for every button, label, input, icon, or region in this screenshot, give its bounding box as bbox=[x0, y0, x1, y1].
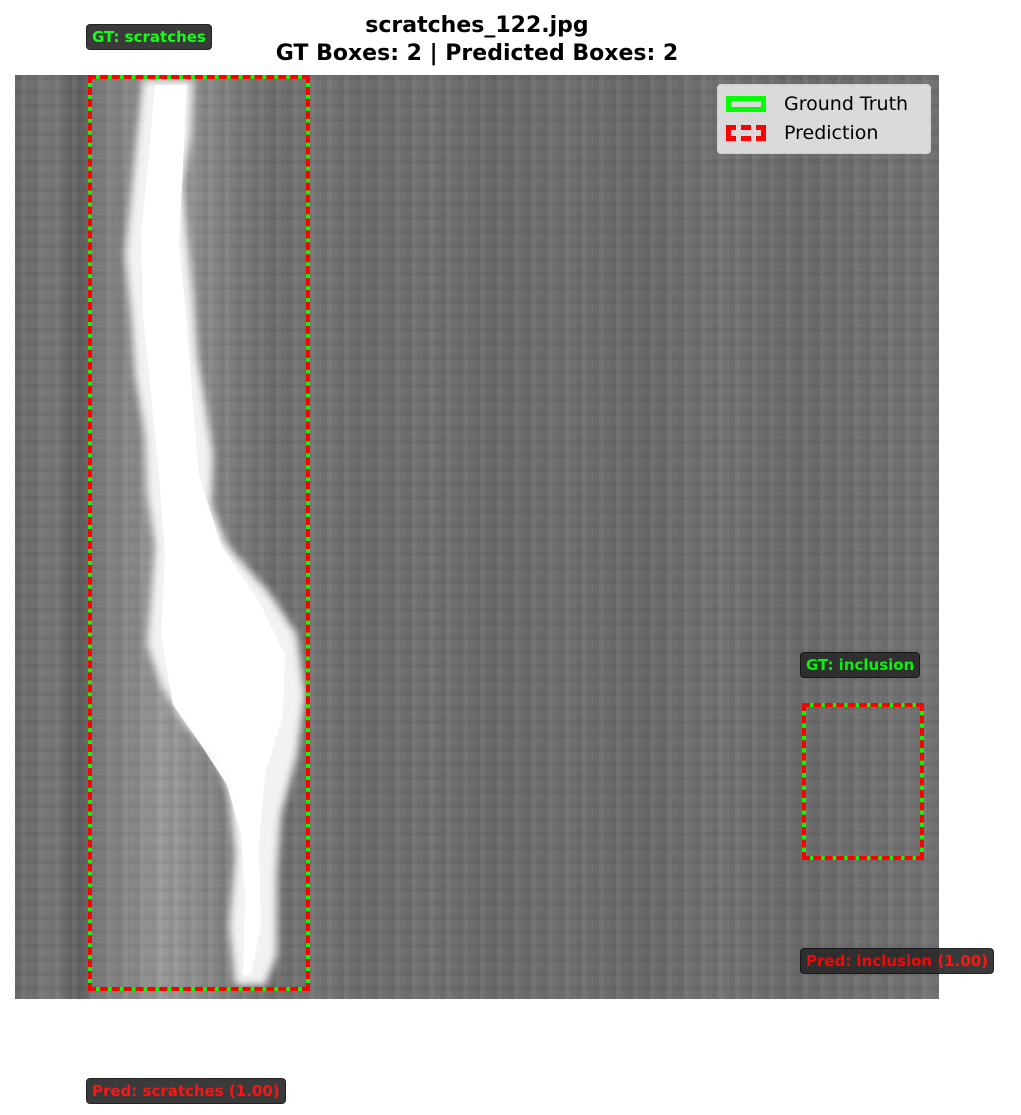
legend-label-ground-truth: Ground Truth bbox=[784, 93, 909, 115]
gt-label-scratches: GT: scratches bbox=[86, 24, 212, 50]
pred-label-inclusion: Pred: inclusion (1.00) bbox=[800, 948, 995, 974]
legend: Ground Truth Prediction bbox=[717, 84, 931, 154]
pred-label-scratches: Pred: scratches (1.00) bbox=[86, 1078, 286, 1104]
figure-title: scratches_122.jpg GT Boxes: 2 | Predicte… bbox=[15, 12, 939, 68]
gt-label-inclusion: GT: inclusion bbox=[800, 652, 921, 678]
defect-image bbox=[15, 75, 939, 999]
legend-label-prediction: Prediction bbox=[784, 122, 879, 144]
pred-box-outline bbox=[88, 75, 310, 991]
bbox-inclusion bbox=[802, 703, 924, 860]
bbox-scratches bbox=[88, 75, 310, 991]
pred-box-outline bbox=[802, 703, 924, 860]
legend-item-prediction: Prediction bbox=[726, 120, 878, 146]
scratch-highlight bbox=[125, 80, 305, 985]
legend-item-ground-truth: Ground Truth bbox=[726, 91, 908, 117]
ground-truth-swatch-icon bbox=[726, 96, 766, 112]
figure-title-box-counts: GT Boxes: 2 | Predicted Boxes: 2 bbox=[275, 41, 679, 66]
prediction-swatch-icon bbox=[726, 125, 766, 141]
figure-title-filename: scratches_122.jpg bbox=[365, 13, 589, 38]
